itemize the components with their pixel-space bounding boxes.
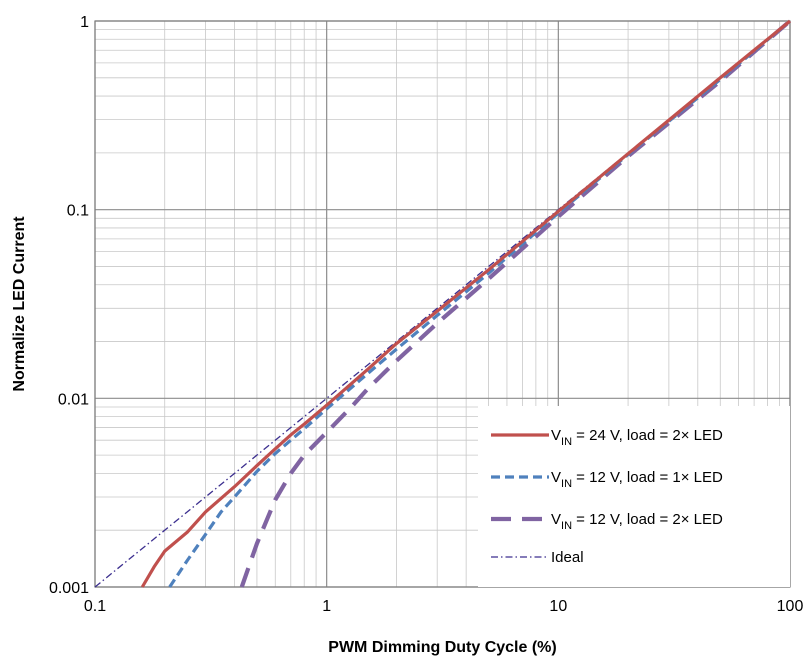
legend-label-1: VIN = 12 V, load = 1× LED [551,469,723,490]
y-tick-labels: 0.001 0.01 0.1 1 [49,14,89,597]
y-tick-label: 0.1 [67,203,89,220]
legend-label-rest: = 12 V, load = 2× LED [572,511,723,528]
legend-label-main: V [551,511,561,528]
series-line-2 [239,19,792,588]
x-axis-title: PWM Dimming Duty Cycle (%) [328,639,556,656]
legend-label-sub: IN [561,520,572,532]
series-layer [94,19,792,588]
legend-label-3: Ideal [551,549,584,566]
x-tick-labels: 0.1 1 10 100 [84,598,804,615]
y-tick-label: 0.001 [49,580,89,597]
legend-label-main: V [551,427,561,444]
x-tick-label: 100 [777,598,804,615]
legend-label-2: VIN = 12 V, load = 2× LED [551,511,723,532]
series-line-0 [140,19,792,588]
legend-label-sub: IN [561,436,572,448]
legend-label-sub: IN [561,478,572,490]
x-tick-label: 10 [549,598,567,615]
y-tick-label: 1 [80,14,89,31]
y-tick-label: 0.01 [58,391,89,408]
legend-label-main: V [551,469,561,486]
x-tick-label: 0.1 [84,598,106,615]
legend-label-rest: = 24 V, load = 2× LED [572,427,723,444]
legend-label-rest: = 12 V, load = 1× LED [572,469,723,486]
series-line-3 [94,20,791,588]
x-tick-label: 1 [322,598,331,615]
y-axis-title: Normalize LED Current [11,216,28,392]
plot-frame [94,20,791,588]
legend-label-0: VIN = 24 V, load = 2× LED [551,427,723,448]
series-line-1 [168,19,792,588]
